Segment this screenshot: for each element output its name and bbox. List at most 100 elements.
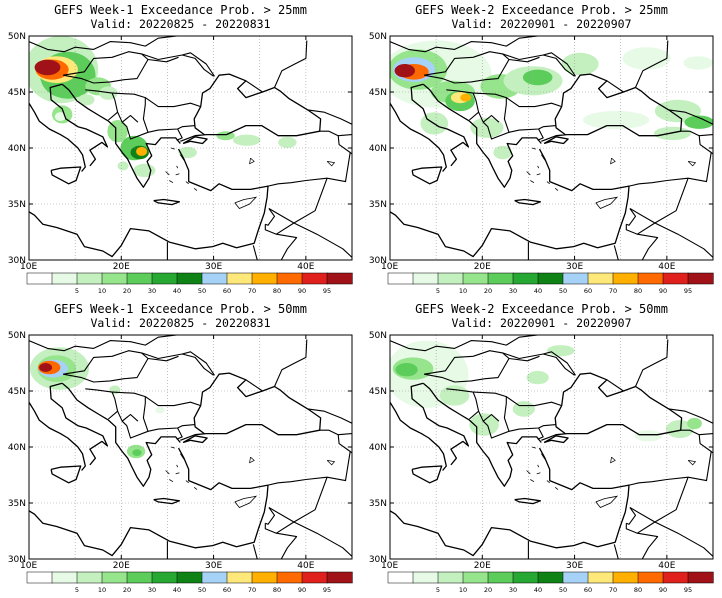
coastline — [29, 102, 86, 172]
probability-area — [526, 370, 549, 385]
colorbar: 5 10 20 30 40 50 60 70 80 90 95 — [26, 272, 353, 295]
lon-tick-label: 40E — [297, 262, 314, 272]
colorbar: 5 10 20 30 40 50 60 70 80 90 95 — [26, 571, 353, 594]
island-outline — [179, 453, 185, 460]
country-border — [390, 36, 538, 53]
country-border — [252, 245, 258, 260]
island-outline — [536, 472, 541, 475]
colorbar-swatch — [101, 571, 128, 584]
country-border — [613, 544, 619, 559]
colorbar-label: 30 — [148, 287, 156, 295]
lon-tick-label: 40E — [658, 561, 675, 571]
panel-valid-dates: Valid: 20220825 - 20220831 — [90, 316, 271, 330]
lon-tick-label: 20E — [113, 561, 130, 571]
colorbar-label: 70 — [248, 586, 256, 594]
panel-title: GEFS Week-1 Exceedance Prob. > 50mm — [54, 302, 307, 316]
country-border — [276, 222, 352, 259]
colorbar-label: 10 — [459, 287, 467, 295]
country-border — [85, 388, 119, 420]
colorbar-swatch — [437, 272, 464, 285]
probability-area — [470, 117, 504, 138]
coastline — [61, 83, 181, 188]
colorbar-swatch — [201, 571, 228, 584]
colorbar-swatch — [687, 571, 714, 584]
lat-tick-label: 45N — [369, 387, 387, 397]
country-border — [473, 391, 510, 439]
country-border — [508, 56, 540, 63]
probability-area — [395, 363, 418, 377]
colorbar: 5 10 20 30 40 50 60 70 80 90 95 — [387, 272, 714, 295]
colorbar-label: 80 — [634, 287, 642, 295]
coastline — [29, 401, 86, 471]
country-border — [473, 92, 510, 140]
country-border — [505, 396, 562, 407]
colorbar-swatch — [687, 272, 714, 285]
coastline — [180, 73, 322, 142]
coastline — [422, 83, 542, 188]
colorbar-swatch — [26, 571, 53, 584]
country-border — [307, 408, 352, 424]
colorbar-swatch — [76, 571, 103, 584]
colorbar-swatch — [301, 571, 328, 584]
colorbar-swatch — [637, 272, 664, 285]
country-border — [121, 413, 139, 422]
colorbar-label: 10 — [459, 586, 467, 594]
colorbar-swatch — [326, 272, 353, 285]
probability-area — [54, 112, 66, 122]
island-outline — [540, 453, 546, 460]
colorbar-label: 70 — [609, 287, 617, 295]
colorbar-label: 10 — [98, 586, 106, 594]
coastline — [543, 435, 569, 444]
island-outline — [546, 181, 550, 185]
coastline — [541, 73, 683, 142]
colorbar-swatch — [587, 571, 614, 584]
island-outline — [530, 180, 535, 184]
lat-tick-label: 50N — [8, 331, 26, 341]
colorbar-swatch — [251, 571, 278, 584]
country-border — [85, 89, 119, 121]
country-border — [264, 523, 298, 559]
colorbar-swatch — [51, 272, 78, 285]
colorbar-swatch — [537, 571, 564, 584]
country-border — [29, 335, 177, 352]
country-border — [141, 352, 214, 376]
country-border — [182, 351, 215, 376]
lake-outline — [610, 157, 616, 165]
country-border — [147, 56, 179, 63]
lake-outline — [687, 161, 697, 167]
colorbar-label: 70 — [609, 586, 617, 594]
island-outline — [536, 173, 541, 176]
colorbar-swatch — [151, 272, 178, 285]
probability-area — [155, 406, 165, 414]
lon-tick-label: 10E — [20, 561, 37, 571]
panel-title: GEFS Week-1 Exceedance Prob. > 25mm — [54, 3, 307, 17]
country-border — [268, 178, 328, 224]
country-border — [508, 125, 557, 133]
colorbar-swatch — [612, 272, 639, 285]
island-outline — [193, 486, 198, 490]
colorbar-swatch — [662, 571, 689, 584]
country-border — [508, 355, 540, 362]
country-border — [606, 379, 624, 392]
lake-outline — [354, 467, 360, 476]
coastline — [410, 83, 470, 167]
probability-area — [522, 69, 553, 86]
colorbar-swatch — [437, 571, 464, 584]
coastline — [514, 198, 542, 206]
coastline — [390, 102, 447, 172]
colorbar-swatch — [151, 571, 178, 584]
island-outline — [165, 470, 170, 475]
probability-area — [132, 449, 142, 456]
colorbar-label: 60 — [223, 586, 231, 594]
island-outline — [179, 154, 185, 161]
colorbar-label: 40 — [534, 586, 542, 594]
panel-valid-dates: Valid: 20220901 - 20220907 — [451, 17, 632, 31]
country-border — [267, 429, 351, 486]
island-outline — [185, 181, 189, 185]
probability-area — [109, 385, 121, 395]
colorbar-swatch — [76, 272, 103, 285]
colorbar-swatch — [562, 571, 589, 584]
colorbar-swatch — [512, 272, 539, 285]
lon-tick-label: 20E — [474, 262, 491, 272]
colorbar-label: 95 — [684, 287, 692, 295]
